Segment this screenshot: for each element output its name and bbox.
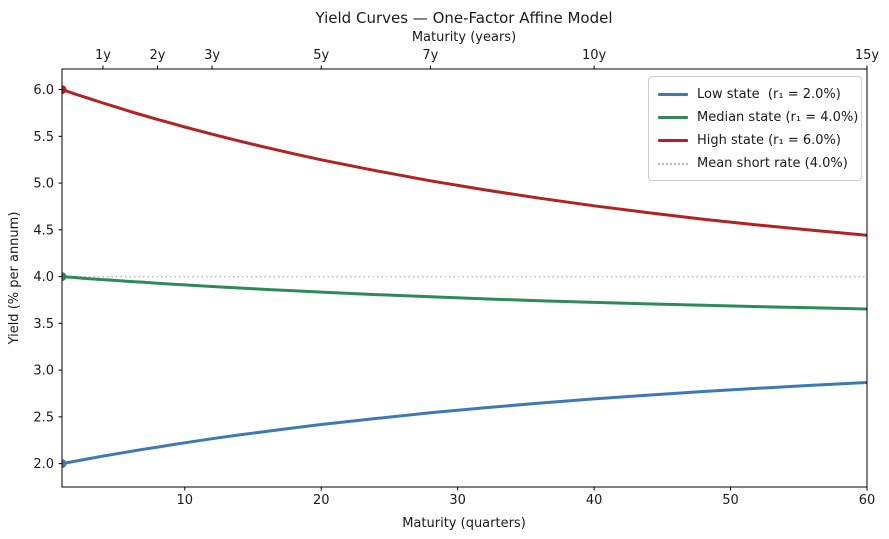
top-tick-label: 7y: [422, 48, 438, 63]
curve-median-state: [62, 275, 867, 311]
top-tick-label: 10y: [582, 48, 607, 63]
bottom-tick-label: 50: [722, 493, 739, 508]
legend-item: High state (r₁ = 6.0%): [658, 129, 852, 152]
legend-line-sample: [658, 93, 688, 96]
top-tick-label: 5y: [313, 48, 329, 63]
legend-line-sample: [658, 116, 688, 119]
axis-ticks: 10 20 30 40 50 60 1y 2y 3y 5y 7y 10y 15y 2.0 2.5 3.0 3.5…: [33, 48, 879, 508]
y-tick-label: 3.5: [33, 317, 54, 332]
curve-high-state: [62, 88, 867, 237]
y-axis-label: Yield (% per annum): [7, 212, 22, 346]
legend-label: High state (r₁ = 6.0%): [697, 133, 841, 148]
legend-label: Mean short rate (4.0%): [697, 156, 848, 171]
top-tick-label: 15y: [855, 48, 880, 63]
top-tick-label: 1y: [95, 48, 111, 63]
y-tick-label: 4.0: [33, 270, 54, 285]
legend-item: Low state (r₁ = 2.0%): [658, 83, 852, 106]
top-x-axis-label: Maturity (years): [412, 30, 516, 45]
plot-border: [61, 68, 868, 488]
y-tick-label: 5.0: [33, 177, 54, 192]
bottom-tick-label: 10: [177, 493, 194, 508]
legend-line-sample: [658, 162, 688, 165]
bottom-tick-label: 40: [586, 493, 603, 508]
legend: Low state (r₁ = 2.0%) Median state (r₁ = …: [648, 76, 862, 181]
y-tick-label: 4.5: [33, 223, 54, 238]
top-tick-label: 2y: [150, 48, 166, 63]
bottom-tick-label: 20: [313, 493, 330, 508]
start-marker: [62, 459, 67, 469]
start-marker: [62, 85, 67, 95]
top-tick-label: 3y: [204, 48, 220, 63]
legend-label: Low state (r₁ = 2.0%): [697, 87, 841, 102]
legend-line-sample: [658, 139, 688, 142]
legend-item: Mean short rate (4.0%): [658, 152, 852, 175]
y-tick-label: 2.0: [33, 457, 54, 472]
bottom-tick-label: 60: [859, 493, 876, 508]
chart-title: Yield Curves — One-Factor Affine Model: [314, 9, 612, 27]
y-tick-label: 2.5: [33, 410, 54, 425]
y-tick-label: 5.5: [33, 130, 54, 145]
start-marker: [62, 272, 67, 282]
bottom-x-axis-label: Maturity (quarters): [402, 516, 526, 531]
legend-label: Median state (r₁ = 4.0%): [697, 110, 859, 125]
bottom-tick-label: 30: [449, 493, 466, 508]
curve-low-state: [62, 381, 867, 466]
y-tick-label: 3.0: [33, 364, 54, 379]
curves: [62, 85, 867, 469]
legend-item: Median state (r₁ = 4.0%): [658, 106, 858, 129]
y-tick-label: 6.0: [33, 83, 54, 98]
